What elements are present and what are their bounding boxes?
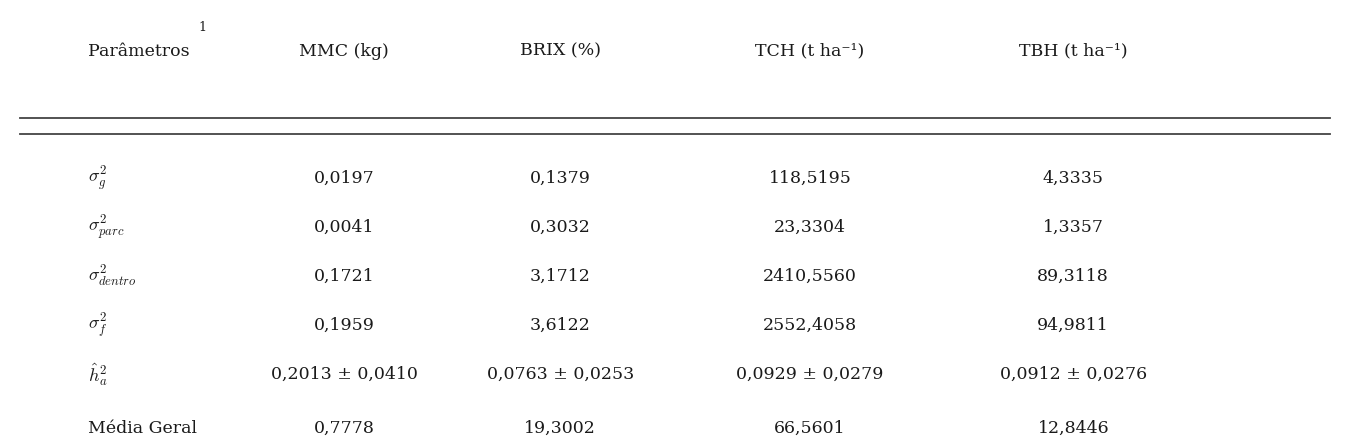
Text: 12,8446: 12,8446 <box>1037 420 1110 437</box>
Text: 3,1712: 3,1712 <box>529 268 591 285</box>
Text: $\sigma_f^2$: $\sigma_f^2$ <box>88 311 107 340</box>
Text: 4,3335: 4,3335 <box>1042 170 1104 187</box>
Text: $\sigma_g^2$: $\sigma_g^2$ <box>88 164 107 193</box>
Text: 23,3304: 23,3304 <box>774 219 846 236</box>
Text: 2410,5560: 2410,5560 <box>763 268 857 285</box>
Text: $\sigma_{parc}^2$: $\sigma_{parc}^2$ <box>88 213 124 242</box>
Text: 0,0041: 0,0041 <box>315 219 374 236</box>
Text: 2552,4058: 2552,4058 <box>763 317 857 334</box>
Text: 1,3357: 1,3357 <box>1042 219 1104 236</box>
Text: $\sigma_{dentro}^2$: $\sigma_{dentro}^2$ <box>88 264 136 289</box>
Text: TBH (t ha⁻¹): TBH (t ha⁻¹) <box>1019 43 1127 60</box>
Text: 0,0197: 0,0197 <box>313 170 374 187</box>
Text: 0,1721: 0,1721 <box>313 268 374 285</box>
Text: MMC (kg): MMC (kg) <box>300 43 389 60</box>
Text: 0,0912 ± 0,0276: 0,0912 ± 0,0276 <box>1000 366 1146 383</box>
Text: 0,0763 ± 0,0253: 0,0763 ± 0,0253 <box>486 366 634 383</box>
Text: 3,6122: 3,6122 <box>529 317 591 334</box>
Text: 66,5601: 66,5601 <box>774 420 846 437</box>
Text: Parâmetros: Parâmetros <box>88 43 194 60</box>
Text: 118,5195: 118,5195 <box>768 170 852 187</box>
Text: 19,3002: 19,3002 <box>524 420 597 437</box>
Text: 0,1959: 0,1959 <box>313 317 375 334</box>
Text: Média Geral: Média Geral <box>88 420 197 437</box>
Text: $\hat{h}_a^2$: $\hat{h}_a^2$ <box>88 361 107 388</box>
Text: 0,7778: 0,7778 <box>313 420 375 437</box>
Text: 89,3118: 89,3118 <box>1037 268 1110 285</box>
Text: 0,1379: 0,1379 <box>529 170 591 187</box>
Text: 0,2013 ± 0,0410: 0,2013 ± 0,0410 <box>271 366 417 383</box>
Text: 0,0929 ± 0,0279: 0,0929 ± 0,0279 <box>736 366 884 383</box>
Text: 1: 1 <box>198 21 207 34</box>
Text: 94,9811: 94,9811 <box>1037 317 1110 334</box>
Text: 0,3032: 0,3032 <box>529 219 591 236</box>
Text: TCH (t ha⁻¹): TCH (t ha⁻¹) <box>756 43 864 60</box>
Text: BRIX (%): BRIX (%) <box>520 43 601 60</box>
